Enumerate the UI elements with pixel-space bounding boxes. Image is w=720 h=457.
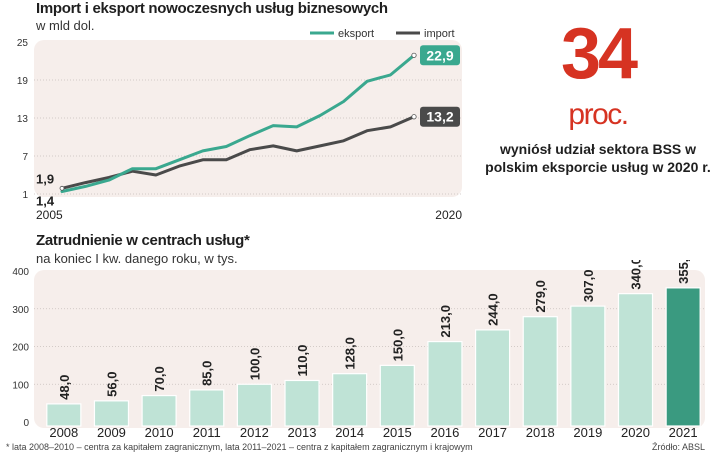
bar-2014 <box>332 373 368 427</box>
x-tick-label: 2013 <box>288 425 317 440</box>
x-tick-label: 2008 <box>49 425 78 440</box>
bar-value-label: 85,0 <box>200 361 215 386</box>
y-tick-label: 400 <box>12 267 29 278</box>
x-tick-label: 2010 <box>145 425 174 440</box>
x-tick-label: 2005 <box>36 208 63 222</box>
y-tick-label: 7 <box>22 152 28 163</box>
bar-value-label: 100,0 <box>247 348 262 381</box>
x-tick-label: 2014 <box>335 425 364 440</box>
x-tick-label: 2012 <box>240 425 269 440</box>
bar-value-label: 340,0 <box>629 260 644 290</box>
x-tick-label: 2021 <box>669 425 698 440</box>
bar-value-label: 213,0 <box>438 305 453 338</box>
x-tick-label: 2020 <box>621 425 650 440</box>
bar-2010 <box>141 394 177 427</box>
x-tick-label: 2019 <box>573 425 602 440</box>
series-start-marker <box>59 185 65 191</box>
line-chart-subtitle: w mld dol. <box>36 18 95 33</box>
bar-value-label: 355,3 <box>676 260 691 284</box>
bar-chart-title: Zatrudnienie w centrach usług* <box>36 232 250 249</box>
bar-2020 <box>617 293 654 427</box>
x-tick-label: 2020 <box>435 208 462 222</box>
footnote: * lata 2008–2010 – centra za kapitałem z… <box>6 442 473 452</box>
bar-2016 <box>427 340 463 427</box>
highlight-number: 34 <box>560 14 638 94</box>
bar-2013 <box>284 379 320 427</box>
x-tick-label: 2015 <box>383 425 412 440</box>
legend: eksport import <box>310 28 455 40</box>
end-value-label: 22,9 <box>426 47 453 63</box>
bar-value-label: 110,0 <box>295 345 310 377</box>
highlight-description: wyniósł udział sektora BSS w polskim eks… <box>485 141 711 175</box>
bar-chart: 0 100 200 300 400 2008 48,0 2009 56,0 2010 70,0 201… <box>12 260 705 440</box>
legend-label-eksport: eksport <box>338 28 374 40</box>
y-tick-label: 1 <box>22 190 28 201</box>
bar-chart-subtitle: na koniec I kw. danego roku, w tys. <box>36 251 238 266</box>
series-line-eksport <box>60 53 416 193</box>
bar-2015 <box>379 364 415 427</box>
y-tick-label: 100 <box>12 380 29 391</box>
bar-value-label: 128,0 <box>343 337 358 370</box>
end-value-badge-import: 13,2 <box>420 106 460 127</box>
line-chart-title: Import i eksport nowoczesnych usług bizn… <box>36 0 388 17</box>
end-value-badge-eksport: 22,9 <box>420 45 460 66</box>
series-end-marker <box>411 52 417 58</box>
x-tick-label: 2016 <box>430 425 459 440</box>
bar-2019 <box>570 305 606 427</box>
end-value-label: 13,2 <box>426 109 453 125</box>
source-note: Źródło: ABSL <box>652 442 706 452</box>
y-tick-label: 0 <box>23 418 29 429</box>
bar-2008 <box>46 403 82 427</box>
x-tick-label: 2017 <box>478 425 507 440</box>
highlight-unit: proc. <box>568 98 629 131</box>
end-value-badge-bg <box>420 106 460 127</box>
x-tick-label: 2011 <box>193 425 221 440</box>
x-tick-label: 2009 <box>97 425 126 440</box>
plot-background <box>34 40 462 197</box>
bar-2017 <box>474 329 511 427</box>
x-tick-label: 2018 <box>526 425 555 440</box>
bar-2011 <box>189 389 225 427</box>
bar-2009 <box>93 400 130 427</box>
y-tick-label: 300 <box>12 305 29 316</box>
bar-value-label: 307,0 <box>581 270 596 303</box>
bar-value-label: 70,0 <box>152 366 167 391</box>
bar-value-label: 150,0 <box>390 329 405 362</box>
bar-value-label: 244,0 <box>486 293 501 326</box>
bar-2018 <box>522 316 558 427</box>
bar-2012 <box>236 383 272 427</box>
y-tick-label: 19 <box>17 76 29 87</box>
line-chart: 1 7 13 19 25 2005 2020 13,2 22,9 1,9 1,4 eksport imp… <box>17 28 462 222</box>
start-value-label: 1,4 <box>36 193 55 208</box>
bar-value-label: 279,0 <box>533 280 548 313</box>
bar-value-label: 48,0 <box>57 375 72 400</box>
y-tick-label: 13 <box>17 114 29 125</box>
legend-label-import: import <box>424 28 455 40</box>
start-value-label: 1,9 <box>36 171 54 186</box>
bar-value-label: 56,0 <box>104 372 119 397</box>
end-value-badge-bg <box>420 45 460 66</box>
bar-2021 <box>665 287 701 427</box>
y-tick-label: 25 <box>17 38 29 49</box>
series-end-marker <box>411 114 417 120</box>
y-tick-label: 200 <box>12 343 29 354</box>
